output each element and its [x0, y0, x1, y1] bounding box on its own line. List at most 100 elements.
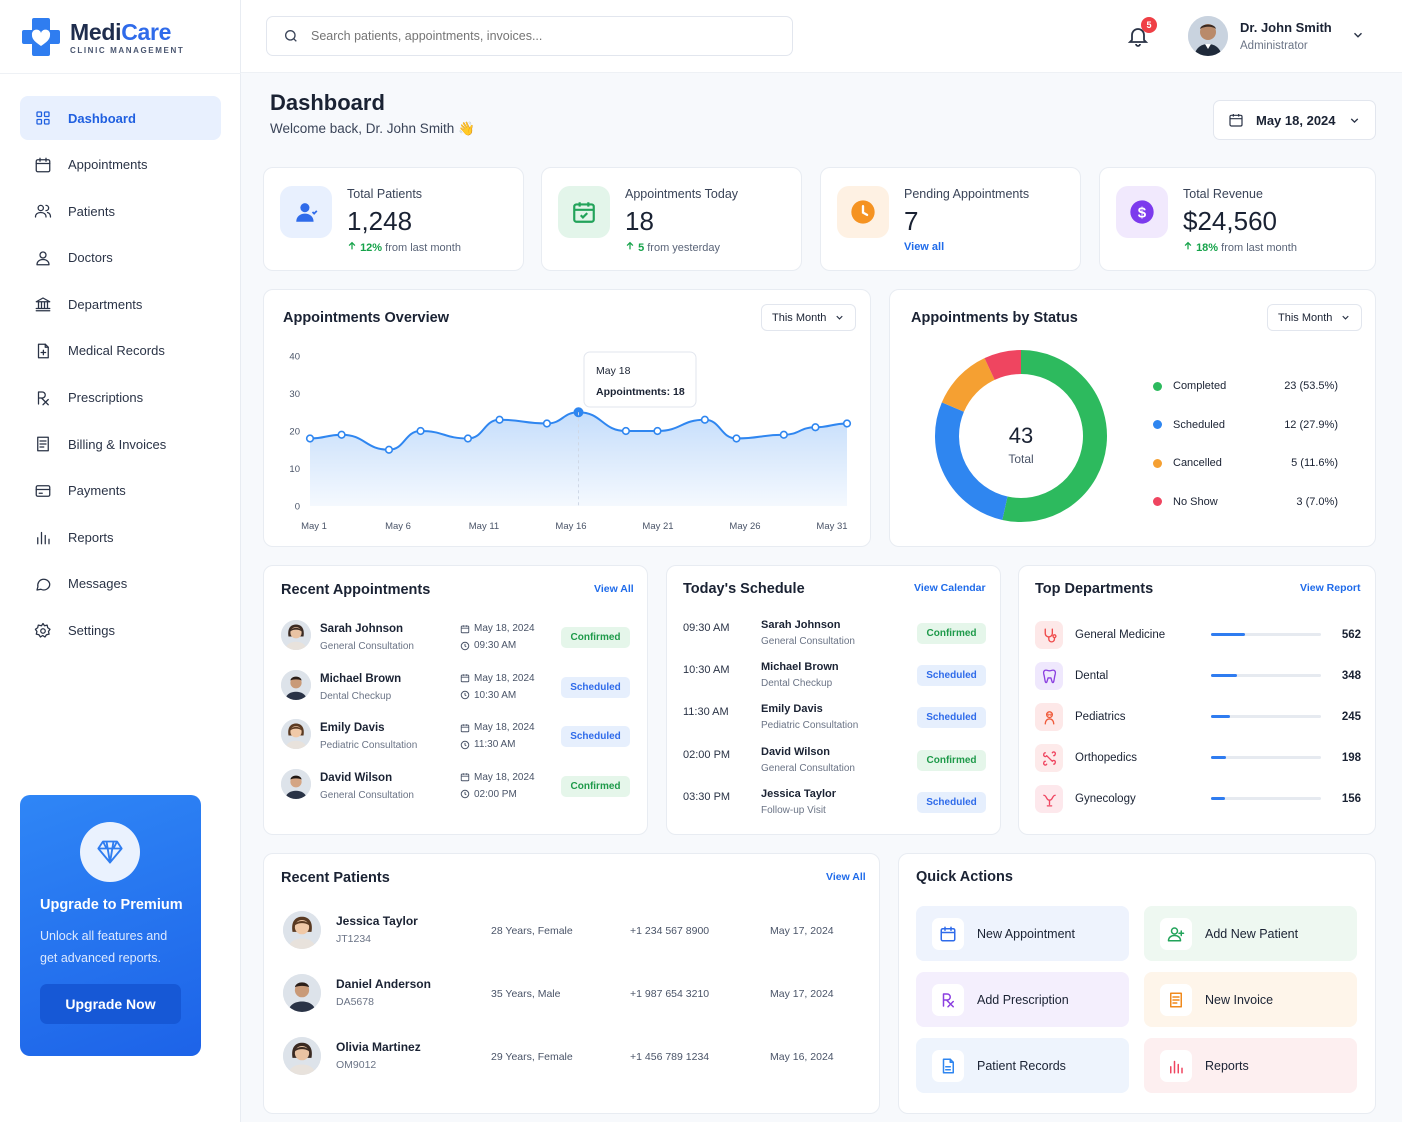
department-row[interactable]: Orthopedics 198 — [1035, 744, 1361, 774]
clock-icon — [460, 641, 470, 650]
patient-row[interactable]: Daniel Anderson DA5678 35 Years, Male +1… — [283, 974, 863, 1018]
donut-center-value: 43 — [1009, 423, 1033, 448]
sidebar-item-appointments[interactable]: Appointments — [20, 143, 221, 187]
y-tick-label: 20 — [289, 427, 300, 438]
appointment-type: General Consultation — [320, 641, 414, 652]
avatar — [281, 620, 311, 650]
sidebar-item-label: Settings — [68, 623, 115, 639]
donut-slice-no-show — [984, 350, 1022, 381]
sidebar-item-settings[interactable]: Settings — [20, 609, 221, 653]
schedule-row[interactable]: 02:00 PM David Wilson General Consultati… — [667, 745, 1000, 785]
quick-action-add-prescription[interactable]: Add Prescription — [916, 972, 1129, 1027]
quick-action-icon-box — [932, 1049, 964, 1082]
user-icon — [36, 251, 50, 266]
quick-action-new-appointment[interactable]: New Appointment — [916, 906, 1129, 961]
view-all-patients-link[interactable]: View All — [826, 871, 866, 883]
department-row[interactable]: Dental 348 — [1035, 662, 1361, 692]
view-all-appointments-link[interactable]: View All — [594, 583, 634, 595]
sidebar-item-label: Doctors — [68, 250, 113, 266]
sidebar-item-label: Medical Records — [68, 343, 165, 359]
sidebar-item-label: Payments — [68, 483, 126, 499]
quick-action-new-invoice[interactable]: New Invoice — [1144, 972, 1357, 1027]
patient-id: JT1234 — [336, 933, 372, 945]
view-report-link[interactable]: View Report — [1300, 582, 1361, 594]
appointment-row[interactable]: David Wilson General Consultation May 18… — [281, 768, 636, 808]
sidebar-item-messages[interactable]: Messages — [20, 562, 221, 606]
department-icon-box — [1035, 744, 1063, 772]
department-bar-fill — [1211, 797, 1226, 800]
rx-icon — [942, 992, 954, 1007]
overview-range-dropdown[interactable]: This Month — [761, 304, 857, 331]
sidebar-item-departments[interactable]: Departments — [20, 282, 221, 326]
appointments-overview-card: Appointments Overview This Month 0 10 20 30… — [263, 289, 871, 547]
date-selector[interactable]: May 18, 2024 — [1213, 100, 1376, 140]
stat-label: Pending Appointments — [904, 187, 1030, 201]
sidebar-item-patients[interactable]: Patients — [20, 189, 221, 233]
view-calendar-link[interactable]: View Calendar — [914, 582, 986, 594]
tooltip-date: May 18 — [596, 365, 631, 377]
sidebar-item-reports[interactable]: Reports — [20, 515, 221, 559]
schedule-row[interactable]: 03:30 PM Jessica Taylor Follow-up Visit … — [667, 787, 1000, 827]
user-avatar[interactable] — [1188, 16, 1228, 56]
x-tick-label: May 16 — [555, 521, 586, 532]
clock-icon — [851, 200, 875, 224]
topbar: 5 Dr. John Smith Administrator — [241, 0, 1402, 73]
user-name: Dr. John Smith — [1240, 20, 1332, 35]
department-icon-box — [1035, 785, 1063, 813]
appointment-row[interactable]: Michael Brown Dental Checkup May 18, 202… — [281, 669, 636, 709]
view-all-pending-link[interactable]: View all — [904, 241, 945, 253]
schedule-row[interactable]: 11:30 AM Emily Davis Pediatric Consultat… — [667, 702, 1000, 742]
data-point — [337, 430, 346, 439]
legend-label: Scheduled — [1173, 418, 1225, 431]
schedule-row[interactable]: 10:30 AM Michael Brown Dental Checkup Sc… — [667, 660, 1000, 700]
quick-action-label: Add New Patient — [1205, 926, 1299, 941]
page-title: Dashboard — [270, 90, 385, 115]
schedule-row[interactable]: 09:30 AM Sarah Johnson General Consultat… — [667, 618, 1000, 658]
quick-action-patient-records[interactable]: Patient Records — [916, 1038, 1129, 1093]
donut-slice-completed — [1002, 350, 1107, 522]
tooltip-box — [583, 351, 697, 408]
quick-action-icon-box — [932, 983, 964, 1016]
baby-icon — [1044, 710, 1054, 725]
sidebar-item-billing-invoices[interactable]: Billing & Invoices — [20, 422, 221, 466]
department-bar-fill — [1211, 674, 1238, 677]
chevron-down-icon[interactable] — [1351, 28, 1365, 42]
app-logo[interactable]: MediCare CLINIC MANAGEMENT — [20, 16, 184, 58]
sidebar-item-payments[interactable]: Payments — [20, 469, 221, 513]
legend-dot — [1153, 420, 1162, 429]
quick-action-add-new-patient[interactable]: Add New Patient — [1144, 906, 1357, 961]
sidebar-item-prescriptions[interactable]: Prescriptions — [20, 376, 221, 420]
sidebar-item-medical-records[interactable]: Medical Records — [20, 329, 221, 373]
stat-card-appointments-today[interactable]: Appointments Today 18 5 from yesterday — [541, 167, 802, 271]
status-badge: Scheduled — [561, 676, 630, 698]
search-box[interactable] — [266, 16, 793, 56]
stat-card-pending-appointments[interactable]: Pending Appointments 7 View all — [820, 167, 1081, 271]
appointment-type: General Consultation — [761, 762, 855, 774]
bell-icon[interactable] — [1126, 24, 1150, 48]
status-range-dropdown[interactable]: This Month — [1267, 304, 1363, 331]
promo-title: Upgrade to Premium — [40, 897, 183, 913]
patient-row[interactable]: Jessica Taylor JT1234 28 Years, Female +… — [283, 911, 863, 955]
quick-action-reports[interactable]: Reports — [1144, 1038, 1357, 1093]
calendar-check-icon — [573, 202, 595, 223]
appointment-row[interactable]: Emily Davis Pediatric Consultation May 1… — [281, 718, 636, 758]
sidebar-item-dashboard[interactable]: Dashboard — [20, 96, 221, 140]
stat-card-total-revenue[interactable]: $ Total Revenue $24,560 18% from last mo… — [1099, 167, 1376, 271]
stat-card-total-patients[interactable]: Total Patients 1,248 12% from last month — [263, 167, 524, 271]
avatar — [283, 974, 321, 1012]
page-subtitle: Welcome back, Dr. John Smith 👋 — [270, 121, 475, 136]
department-count: 245 — [1341, 711, 1361, 723]
department-row[interactable]: Pediatrics 245 — [1035, 703, 1361, 733]
appointment-row[interactable]: Sarah Johnson General Consultation May 1… — [281, 619, 636, 659]
sidebar-item-doctors[interactable]: Doctors — [20, 236, 221, 280]
stat-label: Total Revenue — [1183, 187, 1263, 201]
patient-row[interactable]: Olivia Martinez OM9012 29 Years, Female … — [283, 1037, 863, 1081]
data-point — [621, 426, 630, 436]
sidebar-item-label: Billing & Invoices — [68, 436, 167, 452]
upgrade-now-button[interactable]: Upgrade Now — [40, 984, 181, 1024]
search-input[interactable] — [311, 29, 751, 43]
department-row[interactable]: General Medicine 562 — [1035, 621, 1361, 651]
appointment-type: Pediatric Consultation — [320, 740, 418, 751]
appointment-type: Pediatric Consultation — [761, 720, 859, 732]
department-row[interactable]: Gynecology 156 — [1035, 785, 1361, 815]
